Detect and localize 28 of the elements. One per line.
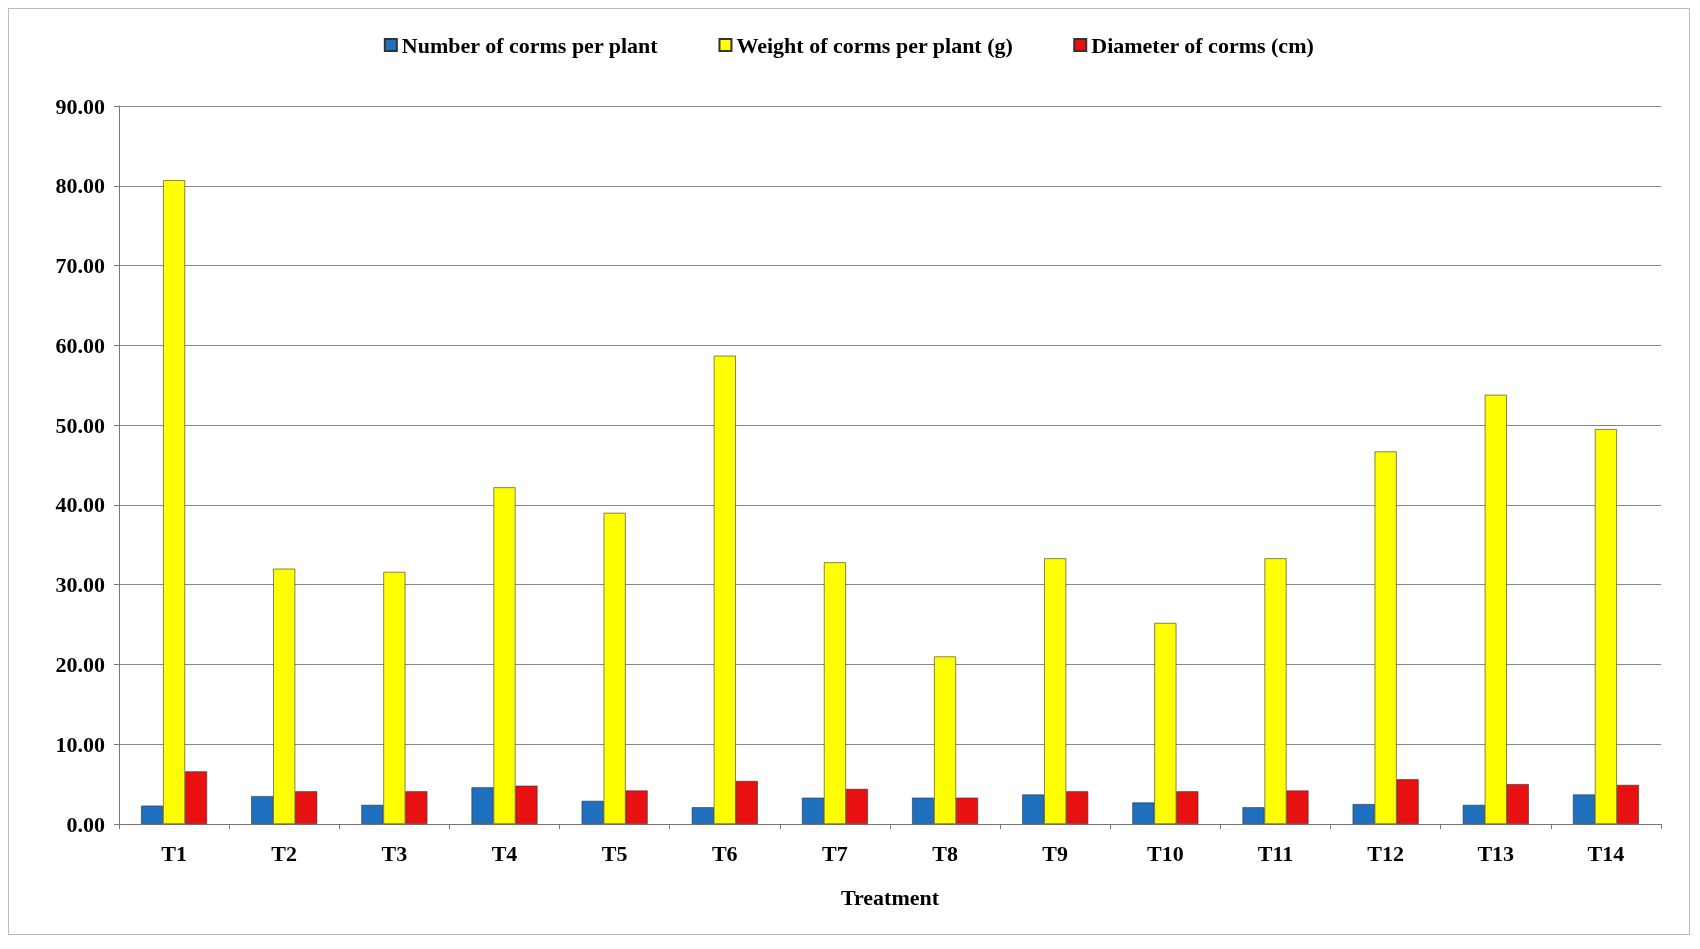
x-tick-label: T3 (381, 840, 408, 866)
x-tick-label: T7 (822, 840, 848, 866)
legend-label: Diameter of corms (cm) (1091, 32, 1314, 58)
y-tick-label: 40.00 (55, 492, 105, 518)
y-tick-label: 60.00 (55, 332, 105, 358)
y-tick-label: 30.00 (55, 572, 105, 598)
y-tick-label: 20.00 (55, 651, 105, 677)
y-tick-label: 70.00 (55, 253, 105, 279)
x-tick-label: T12 (1367, 840, 1404, 866)
x-tick-label: T5 (601, 840, 628, 866)
x-tick-label: T4 (491, 840, 518, 866)
legend-label: Number of corms per plant (401, 32, 659, 58)
x-tick-label: T1 (161, 840, 187, 866)
x-tick-label: T6 (711, 840, 738, 866)
x-tick-label: T8 (932, 840, 958, 866)
x-tick-label: T11 (1257, 840, 1294, 866)
x-tick-label: T9 (1042, 840, 1069, 866)
legend-label: Weight of corms per plant (g) (736, 32, 1013, 58)
y-tick-label: 90.00 (55, 93, 105, 119)
y-tick-label: 0.00 (66, 811, 105, 837)
y-tick-label: 80.00 (55, 173, 105, 199)
x-axis-title: Treatment (840, 884, 940, 910)
x-tick-label: T14 (1587, 840, 1625, 866)
y-tick-label: 10.00 (55, 731, 105, 757)
y-tick-label: 50.00 (55, 412, 105, 438)
x-tick-label: T2 (271, 840, 298, 866)
x-tick-label: T10 (1147, 840, 1184, 866)
x-tick-label: T13 (1477, 840, 1515, 866)
